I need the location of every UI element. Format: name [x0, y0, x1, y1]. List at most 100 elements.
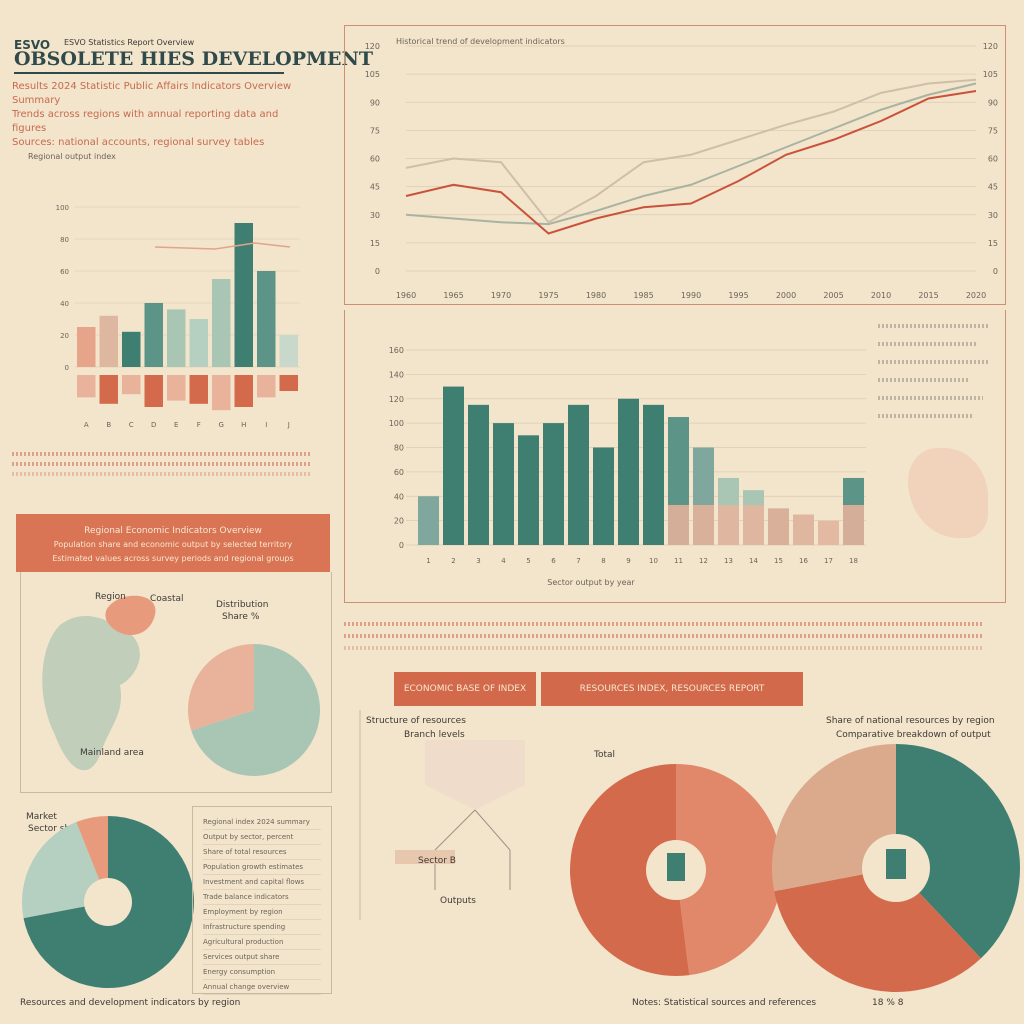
x-tick-label: 1965	[443, 291, 463, 300]
bar	[643, 404, 664, 545]
footer-left: Resources and development indicators by …	[20, 998, 241, 1008]
chart-title: Regional output index	[28, 152, 116, 161]
y-tick-label: 60	[60, 268, 69, 276]
bar-secondary	[212, 375, 231, 411]
tree-diagram	[359, 710, 525, 920]
banner-resources: RESOURCES INDEX, RESOURCES REPORT	[541, 672, 803, 706]
x-tick-label: 7	[576, 557, 580, 565]
x-tick-label: J	[287, 421, 290, 429]
x-tick-label: E	[174, 421, 178, 429]
data-table: Regional index 2024 summary Output by sec…	[192, 806, 332, 995]
legend-row	[878, 342, 978, 346]
x-tick-label: 1985	[633, 291, 653, 300]
bar	[99, 315, 118, 367]
y-tick-label: 0	[375, 267, 380, 276]
chart-title: Sector output by year	[547, 578, 635, 587]
x-tick-label: 2010	[871, 291, 891, 300]
y-tick-label: 105	[365, 70, 380, 79]
tree-node-label: Sector B	[418, 856, 456, 866]
bar	[468, 404, 489, 545]
legend-row	[878, 396, 983, 400]
x-tick-label: 3	[476, 557, 480, 565]
x-tick-label: A	[84, 421, 89, 429]
page-title: OBSOLETE HIES DEVELOPMENT	[14, 48, 374, 70]
divider-noise	[344, 646, 984, 650]
y-tick-label: 60	[394, 468, 404, 477]
header-tag: ESVO	[14, 38, 51, 52]
x-tick-label: 5	[526, 557, 530, 565]
page-subtitle: Results 2024 Statistic Public Affairs In…	[12, 80, 312, 150]
bar-overlay	[818, 520, 839, 545]
bar	[618, 398, 639, 545]
subtitle-line: Sources: national accounts, regional sur…	[12, 137, 265, 148]
y-tick-label: 120	[365, 42, 380, 51]
bar-secondary	[144, 375, 163, 407]
tree-sub: Branch levels	[404, 730, 465, 740]
y-tick-label-right: 0	[993, 267, 998, 276]
pie-slice	[188, 644, 254, 731]
series-line	[405, 82, 977, 226]
bar-overlay	[743, 505, 764, 545]
x-tick-label: 1995	[728, 291, 748, 300]
pie-slice	[570, 764, 690, 976]
y-tick-label-right: 15	[988, 239, 998, 248]
pie-hole	[84, 878, 132, 926]
x-tick-label: 11	[674, 557, 683, 565]
x-tick-label: D	[151, 421, 156, 429]
subtitle-line: Trends across regions with annual report…	[12, 109, 279, 134]
market-donut	[21, 816, 195, 988]
bar	[189, 319, 208, 367]
right-pie-label: Total	[594, 750, 616, 760]
x-tick-label: B	[106, 421, 111, 429]
pie-slice	[191, 644, 320, 776]
pie-small	[188, 644, 320, 776]
bar-secondary	[122, 375, 141, 395]
y-tick-label: 40	[394, 492, 404, 501]
y-tick-label-right: 120	[983, 42, 998, 51]
table-row: Share of total resources	[203, 845, 321, 860]
x-tick-label: 14	[749, 557, 758, 565]
x-tick-label: F	[197, 421, 201, 429]
x-tick-label: 1975	[538, 291, 558, 300]
bar-secondary	[99, 375, 118, 404]
left-banner-title: Regional Economic Indicators Overview	[84, 526, 262, 536]
bar	[543, 423, 564, 545]
bar	[493, 423, 514, 545]
x-tick-label: C	[129, 421, 134, 429]
table-body: Regional index 2024 summary Output by sec…	[193, 807, 331, 1003]
bar-secondary	[257, 375, 276, 398]
y-tick-label: 160	[389, 346, 404, 355]
tree-leaf-label: Outputs	[440, 896, 476, 906]
bar	[167, 309, 186, 367]
x-tick-label: 6	[551, 557, 556, 565]
series-line	[405, 78, 977, 224]
region-map	[42, 595, 156, 771]
map-label-c: Mainland area	[80, 748, 144, 758]
bar	[418, 496, 439, 545]
legend-row	[878, 360, 988, 364]
x-tick-label: 2015	[918, 291, 938, 300]
left-banner: Regional Economic Indicators Overview Po…	[16, 514, 330, 572]
x-tick-label: G	[219, 421, 224, 429]
y-tick-label: 20	[60, 332, 69, 340]
y-tick-label: 90	[370, 98, 380, 107]
y-tick-label-right: 45	[988, 183, 998, 192]
map-panel	[20, 572, 332, 793]
bar	[212, 279, 231, 367]
x-tick-label: 12	[699, 557, 708, 565]
donut-sub: Sector share	[28, 824, 85, 834]
bar	[122, 331, 141, 367]
x-tick-label: 1990	[681, 291, 701, 300]
header-tag-caption: ESVO Statistics Report Overview	[64, 38, 195, 47]
map-label-b: Coastal	[150, 594, 184, 604]
y-tick-label: 140	[389, 370, 404, 379]
y-tick-label: 100	[389, 419, 404, 428]
x-tick-label: 13	[724, 557, 733, 565]
divider-noise	[12, 472, 312, 476]
x-tick-label: 2000	[776, 291, 796, 300]
subtitle-line: Results 2024 Statistic Public Affairs In…	[12, 81, 292, 106]
legend-row	[878, 324, 988, 328]
y-tick-label: 100	[56, 204, 69, 212]
x-tick-label: 16	[799, 557, 808, 565]
bar	[77, 327, 96, 367]
